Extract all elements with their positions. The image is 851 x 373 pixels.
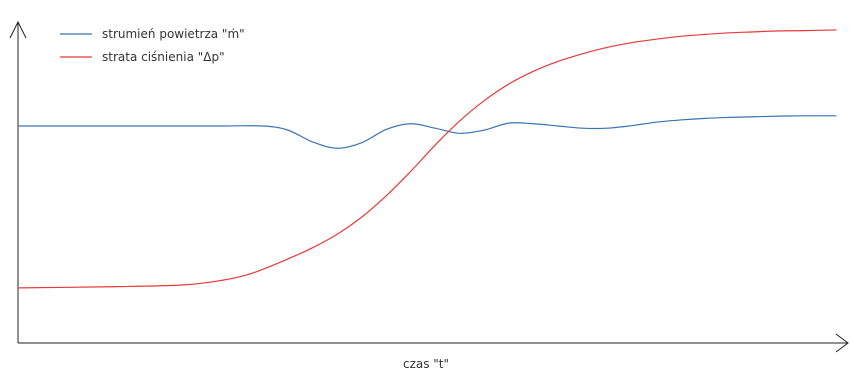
legend-item-airflow: strumień powietrza "ṁ" [60, 27, 245, 41]
y-axis [9, 20, 27, 343]
y-axis-arrow-icon [9, 20, 27, 39]
x-axis-label: czas "t" [403, 357, 449, 371]
legend-item-pressure-loss: strata ciśnienia "Δp" [60, 50, 225, 64]
x-axis [18, 333, 849, 353]
series-line-pressure-loss [17, 29, 837, 289]
x-axis-arrow-icon [835, 333, 849, 353]
legend-label-pressure-loss: strata ciśnienia "Δp" [102, 50, 225, 64]
legend-label-airflow: strumień powietrza "ṁ" [102, 27, 245, 41]
series-line-airflow [17, 115, 837, 149]
legend: strumień powietrza "ṁ" strata ciśnienia … [60, 27, 245, 64]
series-layer [17, 29, 837, 289]
